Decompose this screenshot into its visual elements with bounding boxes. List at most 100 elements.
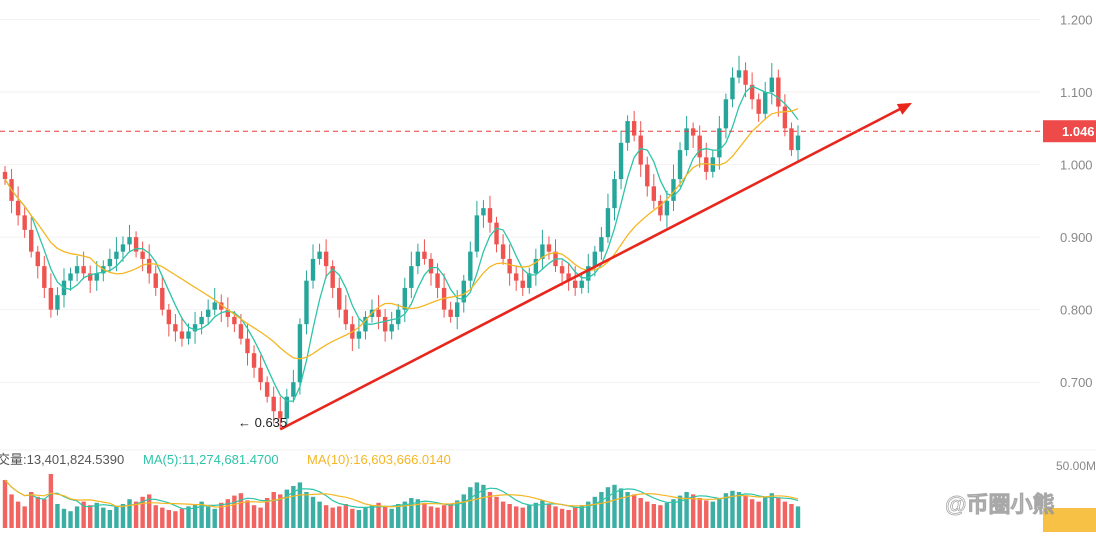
volume-bar <box>500 501 506 528</box>
volume-bar <box>513 506 519 528</box>
volume-bar <box>120 504 126 528</box>
price-tick-label: 1.200 <box>1060 13 1093 28</box>
candle-body <box>717 128 722 158</box>
candle-body <box>2 171 8 180</box>
candle-body <box>513 273 519 281</box>
candle-body <box>225 309 231 317</box>
candle-body <box>468 251 473 281</box>
candle-body <box>356 331 362 339</box>
candle-body <box>81 266 86 274</box>
candle-body <box>645 164 650 187</box>
candle-body <box>612 179 617 209</box>
candle-body <box>428 258 434 274</box>
volume-bar <box>441 505 447 528</box>
volume-bar <box>186 506 191 528</box>
volume-bar <box>743 495 748 528</box>
volume-bar <box>205 506 211 528</box>
candle-body <box>540 244 545 259</box>
volume-bar <box>612 484 617 528</box>
volume-bar <box>22 506 27 528</box>
candle-body <box>284 396 290 419</box>
candle-body <box>22 215 27 230</box>
volume-bar <box>382 506 388 528</box>
volume-bar <box>763 496 768 528</box>
price-grid <box>0 19 1040 383</box>
volume-bar <box>690 494 696 528</box>
candle-body <box>48 287 54 310</box>
trendline <box>279 105 905 431</box>
candle-body <box>579 280 584 288</box>
volume-label: 交量:13,401,824.5390 <box>0 452 124 467</box>
price-tick-label: 0.800 <box>1060 303 1093 318</box>
low-marker-label: ← 0.635 <box>238 415 287 430</box>
volume-bar <box>284 489 290 528</box>
candle-body <box>625 121 630 143</box>
candle-body <box>258 367 263 383</box>
candle-body <box>396 309 401 325</box>
candle-body <box>317 251 322 259</box>
volume-bar <box>396 504 401 528</box>
candle-body <box>278 411 283 419</box>
volume-bar <box>435 507 440 528</box>
volume-bar <box>415 499 421 528</box>
candle-body <box>245 338 250 354</box>
candle-body <box>776 77 781 107</box>
volume-bar <box>736 492 742 528</box>
volume-bar <box>572 507 578 528</box>
volume-bar <box>409 498 414 528</box>
candle-body <box>382 316 388 332</box>
candle-body <box>664 200 670 216</box>
candle-body <box>87 273 93 281</box>
candle-body <box>448 309 453 317</box>
candle-body <box>192 324 198 332</box>
candle-body <box>146 258 152 274</box>
volume-bar <box>527 505 532 528</box>
volume-bar <box>422 502 427 528</box>
candle-body <box>323 251 329 267</box>
candle-body <box>684 128 689 151</box>
volume-bar <box>15 501 21 528</box>
volume-axis-tag <box>1043 508 1096 532</box>
volume-bar <box>133 501 139 528</box>
volume-axis-tick: 50.00M <box>1056 459 1096 473</box>
vol-ma5-label: MA(5):11,274,681.4700 <box>143 452 279 467</box>
volume-bar <box>710 501 716 528</box>
volume-bar <box>337 506 342 528</box>
volume-bar <box>625 492 630 528</box>
volume-bar <box>402 501 407 528</box>
vol-ma10-label: MA(10):16,603,666.0140 <box>307 452 451 467</box>
candle-body <box>500 244 506 259</box>
volume-bar <box>651 504 657 528</box>
volume-bar <box>356 510 362 528</box>
volume-bar <box>782 501 788 528</box>
volume-bar <box>645 501 650 528</box>
candle-body <box>763 92 768 114</box>
candle-body <box>572 280 578 288</box>
candle-body <box>140 251 145 259</box>
candle-body <box>618 142 624 180</box>
volume-bar <box>245 500 250 528</box>
volume-bar <box>271 492 276 528</box>
candle-body <box>730 77 735 100</box>
volume-bar <box>192 504 198 528</box>
candle-body <box>658 200 663 216</box>
volume-bar <box>723 493 729 528</box>
price-axis: 0.700 0.800 0.900 1.000 1.100 1.200 <box>1060 13 1093 391</box>
volume-bar <box>42 499 47 528</box>
candle-body <box>481 208 486 216</box>
volume-bar <box>546 504 552 528</box>
volume-bar <box>363 507 368 528</box>
candle-body <box>160 287 165 310</box>
candle-body <box>795 135 801 151</box>
candle-body <box>251 353 257 368</box>
candle-body <box>520 280 525 288</box>
candle-body <box>68 273 73 281</box>
current-price-tag <box>1043 120 1096 143</box>
volume-bar <box>55 504 60 528</box>
candle-body <box>173 324 178 332</box>
candle-body <box>212 302 217 310</box>
volume-bar <box>697 498 702 528</box>
candle-body <box>749 84 755 100</box>
volume-bar <box>166 510 172 528</box>
